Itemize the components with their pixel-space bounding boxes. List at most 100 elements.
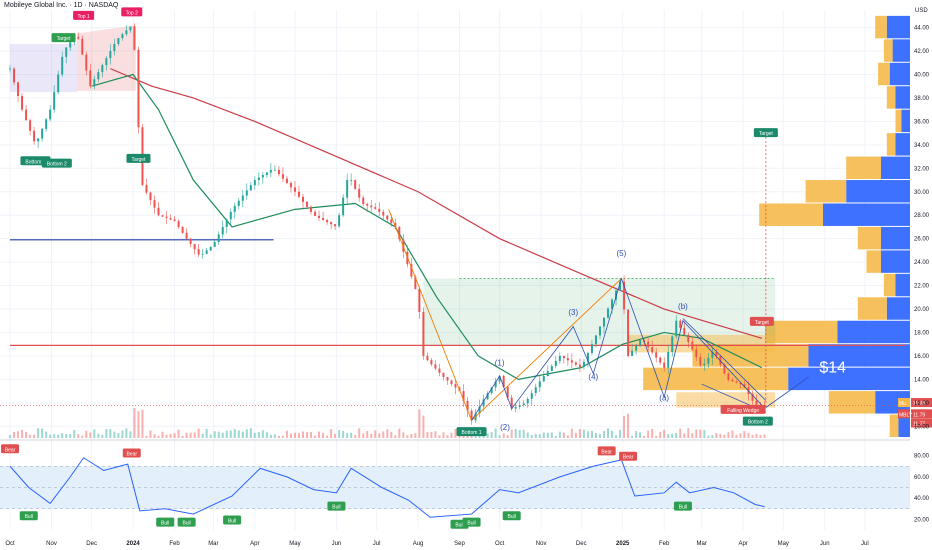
pattern-label-bg [753, 128, 778, 138]
volume-profile-up [881, 226, 910, 250]
candle-body [322, 217, 325, 221]
volume-bar [619, 430, 622, 438]
candle-body [498, 375, 501, 382]
candle-body [334, 224, 337, 227]
volume-bar [29, 434, 32, 438]
candle-body [627, 309, 630, 356]
volume-bar [607, 428, 610, 438]
candle-body [635, 345, 638, 351]
rsi-signal-label-bg [597, 446, 616, 456]
candle-body [454, 384, 457, 388]
candle-body [398, 226, 401, 240]
volume-bar [699, 429, 702, 438]
candle-body [707, 357, 710, 364]
candle-body [655, 352, 658, 358]
volume-bar [558, 431, 561, 438]
candle-body [426, 355, 429, 361]
volume-bar [281, 435, 284, 438]
candle-body [65, 47, 68, 57]
time-tick-label: Feb [659, 541, 670, 547]
volume-bar [755, 434, 758, 438]
rsi-signal-label-bg [177, 517, 196, 527]
candle-body [169, 218, 172, 220]
volume-bar [526, 432, 529, 438]
candle-body [703, 363, 706, 366]
volume-bar [177, 429, 180, 438]
rsi-signal-label: Bull [455, 523, 463, 529]
price-tick-label: 40.00 [914, 72, 930, 78]
rsi-signal-label: Bull [508, 514, 516, 520]
candle-body [257, 177, 260, 181]
candle-body [105, 58, 108, 66]
candle-body [482, 399, 485, 407]
candle-body [233, 205, 236, 212]
candle-body [695, 349, 698, 358]
volume-bar [81, 435, 84, 438]
volume-profile-down [878, 62, 890, 86]
rsi-signal-label-bg [673, 501, 692, 511]
volume-bar [37, 428, 40, 438]
pattern-label: Top 1 [77, 14, 89, 20]
volume-profile-up [892, 39, 910, 62]
pattern-label-bg [749, 316, 774, 326]
volume-profile-down [883, 39, 893, 62]
candle-body [81, 38, 84, 55]
volume-bar [17, 431, 20, 438]
candle-body [261, 175, 264, 178]
candle-body [69, 42, 72, 48]
volume-profile-down [886, 133, 896, 156]
candle-body [350, 180, 353, 181]
candle-body [558, 355, 561, 361]
price-tick-label: 30.00 [914, 190, 930, 196]
price-tag-bg [911, 418, 932, 428]
wedge-upper-line [682, 318, 767, 401]
moving-average-line [91, 73, 763, 381]
volume-bar [13, 431, 16, 438]
volume-bar [346, 432, 349, 438]
candle-body [530, 393, 533, 399]
candle-body [149, 192, 152, 201]
volume-bar [715, 432, 718, 438]
volume-bar [651, 428, 654, 438]
volume-bar [502, 433, 505, 438]
volume-bar [277, 435, 280, 438]
candle-body [526, 398, 529, 404]
time-tick-label: Jul [861, 541, 869, 547]
time-tick-label: Mar [208, 541, 218, 547]
candle-body [209, 246, 212, 251]
candle-body [538, 381, 541, 388]
candle-body [470, 410, 473, 421]
candle-body [438, 368, 441, 373]
volume-profile-up [881, 250, 910, 273]
candle-body [265, 172, 268, 176]
candle-body [293, 187, 296, 192]
rsi-signal-label: Bull [228, 518, 236, 524]
volume-bar [707, 435, 710, 438]
candle-body [342, 197, 345, 216]
volume-bar [671, 433, 674, 438]
symbol-tag: MBLY [899, 412, 913, 418]
time-tick-label: Jul [373, 541, 381, 547]
volume-profile-down [883, 273, 896, 297]
volume-profile-up [875, 391, 910, 414]
volume-bar [61, 433, 64, 438]
candle-body [125, 30, 128, 35]
candle-body [25, 109, 28, 121]
volume-bar [137, 411, 140, 438]
grid-lines [0, 10, 910, 530]
time-tick-label: Oct [5, 541, 15, 547]
volume-bar [310, 431, 313, 438]
volume-bar [149, 430, 152, 438]
volume-bar [197, 428, 200, 438]
volume-bar [161, 431, 164, 438]
pattern-zones [10, 25, 776, 408]
volume-bar [446, 435, 449, 438]
volume-bar [113, 431, 116, 438]
volume-bar [217, 431, 220, 438]
volume-bar [133, 408, 136, 438]
volume-bar [679, 428, 682, 438]
volume-profile-down [759, 203, 823, 226]
volume-profile-up [808, 344, 910, 367]
candle-body [522, 403, 525, 406]
